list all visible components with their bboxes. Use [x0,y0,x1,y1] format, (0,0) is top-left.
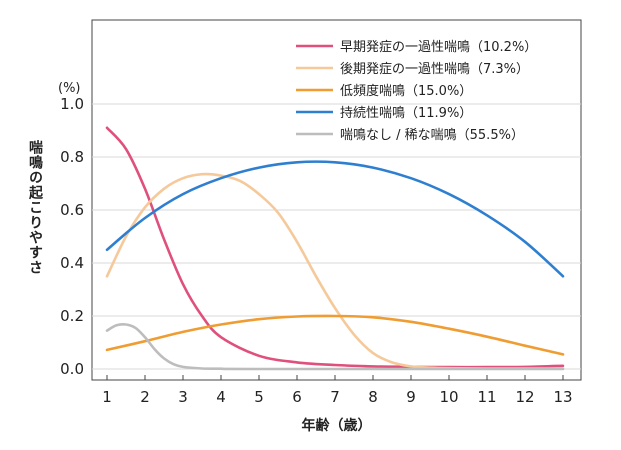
legend-label: 喘鳴なし / 稀な喘鳴（55.5%） [340,127,524,143]
x-tick-label: 2 [140,388,150,406]
plot-frame-group: 1 2 3 4 5 6 7 8 9 10 11 12 13 0.00.20.40.60.81.0 [60,19,582,406]
x-tick-label: 13 [553,388,572,406]
x-tick-label: 8 [368,388,378,406]
y-tick-label: 0.6 [60,201,84,219]
x-tick-label: 9 [406,388,416,406]
y-tick-label: 0.4 [60,254,84,272]
legend-label: 後期発症の一過性喘鳴（7.3%） [340,61,529,77]
x-tick-label: 3 [178,388,188,406]
y-axis-ticks: 0.0 0.2 0.4 0.6 0.8 1.0 [60,95,84,378]
x-tick-label: 6 [292,388,302,406]
x-tick-label: 12 [515,388,534,406]
x-tick-label: 4 [216,388,226,406]
y-unit-label: (%) [58,81,81,96]
x-tick-label: 1 [102,388,112,406]
series-line-3 [105,314,565,356]
x-axis-ticks: 1 2 3 4 5 6 7 8 9 10 11 12 13 [102,375,573,406]
series-line-4 [105,160,565,278]
series-lines [105,126,565,371]
legend-label: 早期発症の一過性喘鳴（10.2%） [340,39,537,55]
y-tick-label: 0.8 [60,148,84,166]
series-line-5 [105,322,565,371]
x-tick-label: 5 [254,388,264,406]
y-axis-title: 喘鳴の起こりやすさ [27,139,44,275]
x-tick-label: 11 [477,388,496,406]
x-tick-label: 10 [439,388,458,406]
y-tick-label: 1.0 [60,95,84,113]
x-axis-title: 年齢（歳） [302,417,372,434]
legend: 早期発症の一過性喘鳴（10.2%） 後期発症の一過性喘鳴（7.3%） 低頻度喘鳴（1… [296,39,537,143]
y-tick-label: 0.2 [60,307,84,325]
legend-label: 低頻度喘鳴（15.0%） [340,83,472,99]
legend-label: 持続性喘鳴（11.9%） [340,105,472,121]
x-tick-label: 7 [330,388,340,406]
y-tick-label: 0.0 [60,360,84,378]
